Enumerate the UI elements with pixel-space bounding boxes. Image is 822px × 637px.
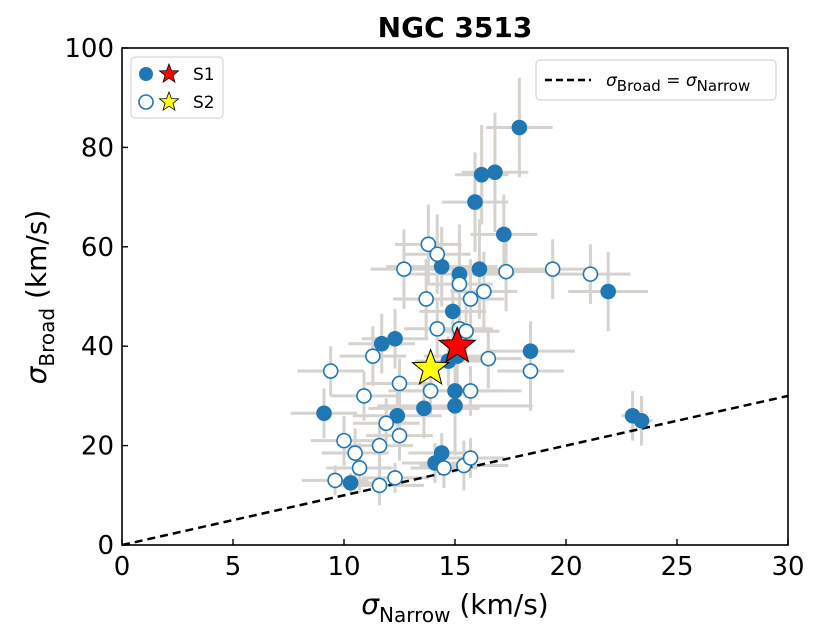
- legend-line-box: [535, 59, 777, 101]
- legend-s1-circle-marker: [139, 67, 153, 81]
- s2-point-5: [582, 266, 599, 282]
- s1-point-10: [373, 335, 390, 352]
- s2-point-0: [420, 236, 437, 253]
- s1-point-11: [387, 330, 403, 347]
- s1-point-0: [511, 119, 528, 136]
- s2-point-17: [391, 375, 408, 392]
- s2-point-29: [462, 450, 479, 466]
- legend-line-sym-1: σ: [606, 71, 618, 91]
- s2-point-8: [462, 291, 479, 307]
- s1-point-15: [447, 383, 463, 399]
- s2-point-32: [371, 477, 388, 494]
- legend-line-sub-narrow: Narrow: [697, 77, 751, 95]
- x-tick-label-30: 30: [771, 552, 804, 582]
- s2-point-4: [544, 261, 561, 277]
- s2-point-23: [336, 432, 352, 449]
- x-tick-label-20: 20: [549, 552, 582, 582]
- s2-point-9: [418, 291, 434, 307]
- legend-line-sub-broad: Broad: [617, 77, 661, 95]
- x-tick-label-25: 25: [660, 552, 693, 582]
- s2-point-2: [396, 261, 412, 277]
- s1-point-16: [416, 400, 432, 417]
- x-tick-label-5: 5: [225, 552, 242, 582]
- s2-point-1: [429, 246, 446, 263]
- y-axis-label-subscript: Broad: [35, 308, 59, 367]
- s2-point-7: [476, 283, 492, 300]
- s1-point-14: [522, 343, 539, 359]
- y-tick-label-80: 80: [81, 133, 114, 163]
- x-axis-label: σNarrow (km/s): [361, 588, 548, 627]
- y-axis-label-unit: (km/s): [20, 210, 53, 308]
- s2-point-25: [347, 445, 363, 461]
- s1-point-24: [342, 475, 359, 491]
- y-axis-ticks: 0 20 40 60 80 100: [64, 34, 128, 561]
- legend-points: S1 S2: [130, 56, 224, 119]
- s2-point-18: [422, 383, 439, 399]
- x-tick-label-0: 0: [114, 552, 131, 582]
- legend-line-label: σBroad = σNarrow: [606, 71, 750, 95]
- x-axis-ticks: 0 5 10 15 20 25 30: [114, 539, 805, 582]
- s1-point-18: [316, 405, 332, 422]
- s2-point-13: [365, 348, 381, 364]
- legend-line: σBroad = σNarrow: [535, 59, 777, 101]
- s2-point-21: [378, 415, 394, 432]
- legend-s2-label: S2: [193, 93, 215, 113]
- s1-point-9: [444, 303, 461, 320]
- s2-point-12: [458, 323, 474, 340]
- chart-title: NGC 3513: [378, 11, 533, 44]
- s1-point-2: [473, 166, 490, 183]
- y-axis-label: σBroad (km/s): [20, 210, 59, 385]
- legend-s2-star-marker: [158, 90, 180, 112]
- x-tick-label-10: 10: [327, 552, 360, 582]
- s2-point-10: [429, 321, 446, 337]
- y-tick-label-0: 0: [97, 531, 114, 561]
- s1-star: [437, 325, 477, 363]
- legend-line-sym-2: σ: [686, 71, 698, 91]
- s2-point-15: [322, 363, 339, 379]
- x-axis-label-symbol: σ: [361, 588, 380, 621]
- y-tick-label-60: 60: [81, 233, 114, 263]
- s1-point-4: [496, 226, 512, 243]
- one-to-one-line: [121, 394, 789, 547]
- s1-point-23: [433, 445, 450, 461]
- y-tick-label-20: 20: [81, 432, 114, 462]
- s2-point-19: [462, 383, 479, 399]
- s2-point-16: [522, 363, 539, 379]
- legend-s1-star-marker: [158, 62, 180, 84]
- s2-point-30: [327, 472, 343, 489]
- legend-s2-circle-marker: [138, 94, 154, 110]
- s2-point-3: [498, 263, 514, 280]
- s1-point-19: [389, 407, 406, 424]
- y-tick-label-100: 100: [64, 34, 114, 64]
- x-axis-label-subscript: Narrow: [379, 603, 450, 627]
- s1-point-8: [600, 283, 616, 300]
- s1-point-3: [467, 194, 483, 210]
- s2-point-31: [387, 470, 403, 486]
- x-axis-label-unit: (km/s): [450, 588, 548, 621]
- s1-point-17: [447, 398, 463, 414]
- y-axis-label-symbol: σ: [20, 365, 53, 384]
- points-group: [316, 119, 650, 494]
- s2-star: [411, 348, 451, 386]
- s2-point-27: [436, 460, 452, 476]
- legend-s1-label: S1: [193, 65, 215, 85]
- s2-point-14: [480, 350, 497, 367]
- s2-point-22: [391, 427, 408, 444]
- s1-point-21: [633, 412, 650, 429]
- s2-point-24: [371, 437, 388, 454]
- reference-line-group: [121, 394, 789, 547]
- stars-group: [411, 325, 477, 386]
- s2-point-26: [351, 460, 368, 476]
- s1-point-1: [487, 164, 503, 181]
- s2-point-20: [356, 388, 372, 404]
- s1-point-7: [471, 261, 488, 277]
- x-tick-label-15: 15: [438, 552, 471, 582]
- legend-line-equals: =: [661, 71, 686, 91]
- s2-point-6: [451, 276, 468, 292]
- y-tick-label-40: 40: [81, 332, 114, 362]
- legend-points-box: [130, 56, 224, 119]
